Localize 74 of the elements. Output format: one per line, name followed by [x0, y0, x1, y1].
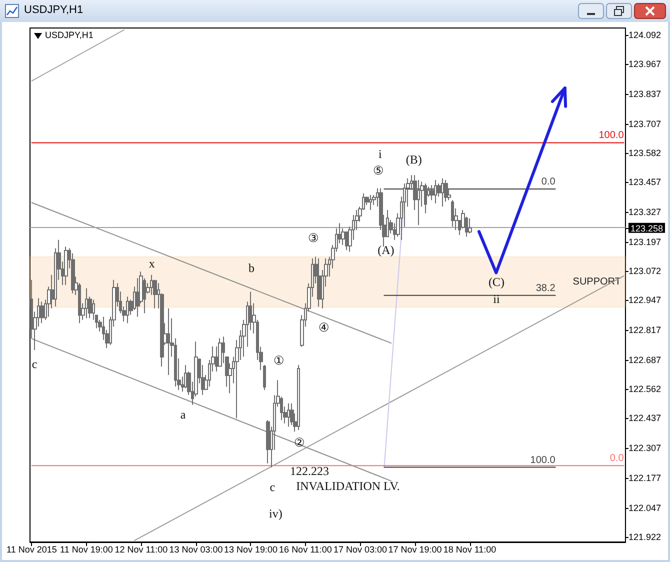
candlestick: [85, 288, 88, 319]
annotation: ii: [493, 292, 500, 306]
annotation: ②: [294, 435, 306, 450]
candlestick: [287, 402, 290, 428]
x-tick-label: 13 Nov 03:00: [169, 544, 223, 554]
x-tick-label: 11 Nov 19:00: [60, 544, 113, 554]
y-tick-label: 122.817: [628, 324, 662, 335]
candlestick: [218, 338, 222, 368]
annotation: iv): [268, 506, 282, 521]
band-label: SUPPORT: [572, 276, 621, 288]
series-label: 0.0: [541, 176, 556, 188]
y-tick-label: 123.072: [628, 266, 662, 276]
annotation: b: [248, 261, 255, 276]
annotation: ③: [308, 231, 319, 246]
x-tick-label: 17 Nov 19:00: [388, 544, 442, 554]
annotation: ④: [318, 320, 330, 334]
annotation: x: [148, 256, 155, 270]
annotation: (A): [378, 243, 394, 258]
y-tick-label: 122.047: [628, 502, 662, 513]
y-tick-label: 122.562: [628, 384, 662, 394]
candlestick: [317, 258, 321, 308]
y-tick-label: 123.837: [628, 88, 662, 99]
candlestick: [441, 178, 444, 208]
candlestick: [369, 194, 372, 211]
candlestick: [444, 179, 448, 202]
chart-subtitle: USDJPY,H1: [45, 30, 94, 41]
series-label: 100.0: [598, 130, 624, 142]
series-label: 0.0: [610, 453, 624, 464]
x-tick-label: 18 Nov 11:00: [443, 544, 496, 554]
series-label: 38.2: [536, 282, 556, 294]
candlestick: [424, 182, 427, 214]
x-tick-label: 13 Nov 19:00: [224, 544, 278, 554]
y-tick-label: 122.437: [628, 412, 662, 423]
x-tick-label: 11 Nov 2015: [6, 544, 57, 554]
candlestick: [468, 218, 472, 234]
x-tick-label: 16 Nov 11:00: [279, 544, 332, 554]
candlestick: [40, 301, 44, 324]
annotation: ①: [273, 354, 284, 368]
y-tick-label: 121.922: [628, 532, 662, 542]
annotation: (C): [488, 275, 504, 290]
y-tick-label: 123.707: [628, 119, 662, 129]
y-tick-label: 123.582: [628, 148, 662, 158]
candlestick: [266, 420, 270, 464]
y-tick-label: 124.092: [628, 30, 662, 40]
candlestick: [417, 179, 420, 226]
y-tick-label: 122.177: [628, 472, 662, 483]
candlestick: [263, 364, 266, 391]
annotation: ⑤: [372, 163, 384, 178]
x-tick-label: 17 Nov 03:00: [333, 544, 388, 554]
candlestick: [126, 296, 129, 324]
annotation: c: [32, 357, 38, 372]
y-tick-label: 123.327: [628, 206, 662, 217]
chart-title: USDJPY,H1: [24, 4, 84, 16]
annotation: c: [270, 480, 276, 494]
y-tick-label: 123.457: [628, 176, 662, 187]
y-tick-label: 122.687: [628, 354, 662, 365]
annotation: i: [378, 147, 382, 162]
y-tick-label: 122.947: [628, 294, 662, 305]
x-tick-label: 12 Nov 11:00: [114, 544, 168, 554]
candlestick: [64, 246, 68, 286]
candlestick: [297, 364, 300, 431]
y-tick-label: 123.258: [630, 223, 664, 234]
y-tick-label: 123.197: [628, 236, 662, 247]
annotation: 122.223: [290, 464, 329, 478]
candlestick: [451, 200, 454, 228]
annotation: (B): [406, 152, 422, 166]
candlestick: [167, 308, 170, 376]
y-tick-label: 123.967: [628, 58, 662, 69]
candlestick: [434, 179, 437, 204]
candlestick: [153, 279, 157, 309]
annotation: a: [180, 408, 186, 422]
annotation: INVALIDATION LV.: [296, 478, 400, 493]
series-label: 100.0: [530, 454, 556, 466]
y-tick-label: 122.307: [628, 442, 662, 453]
